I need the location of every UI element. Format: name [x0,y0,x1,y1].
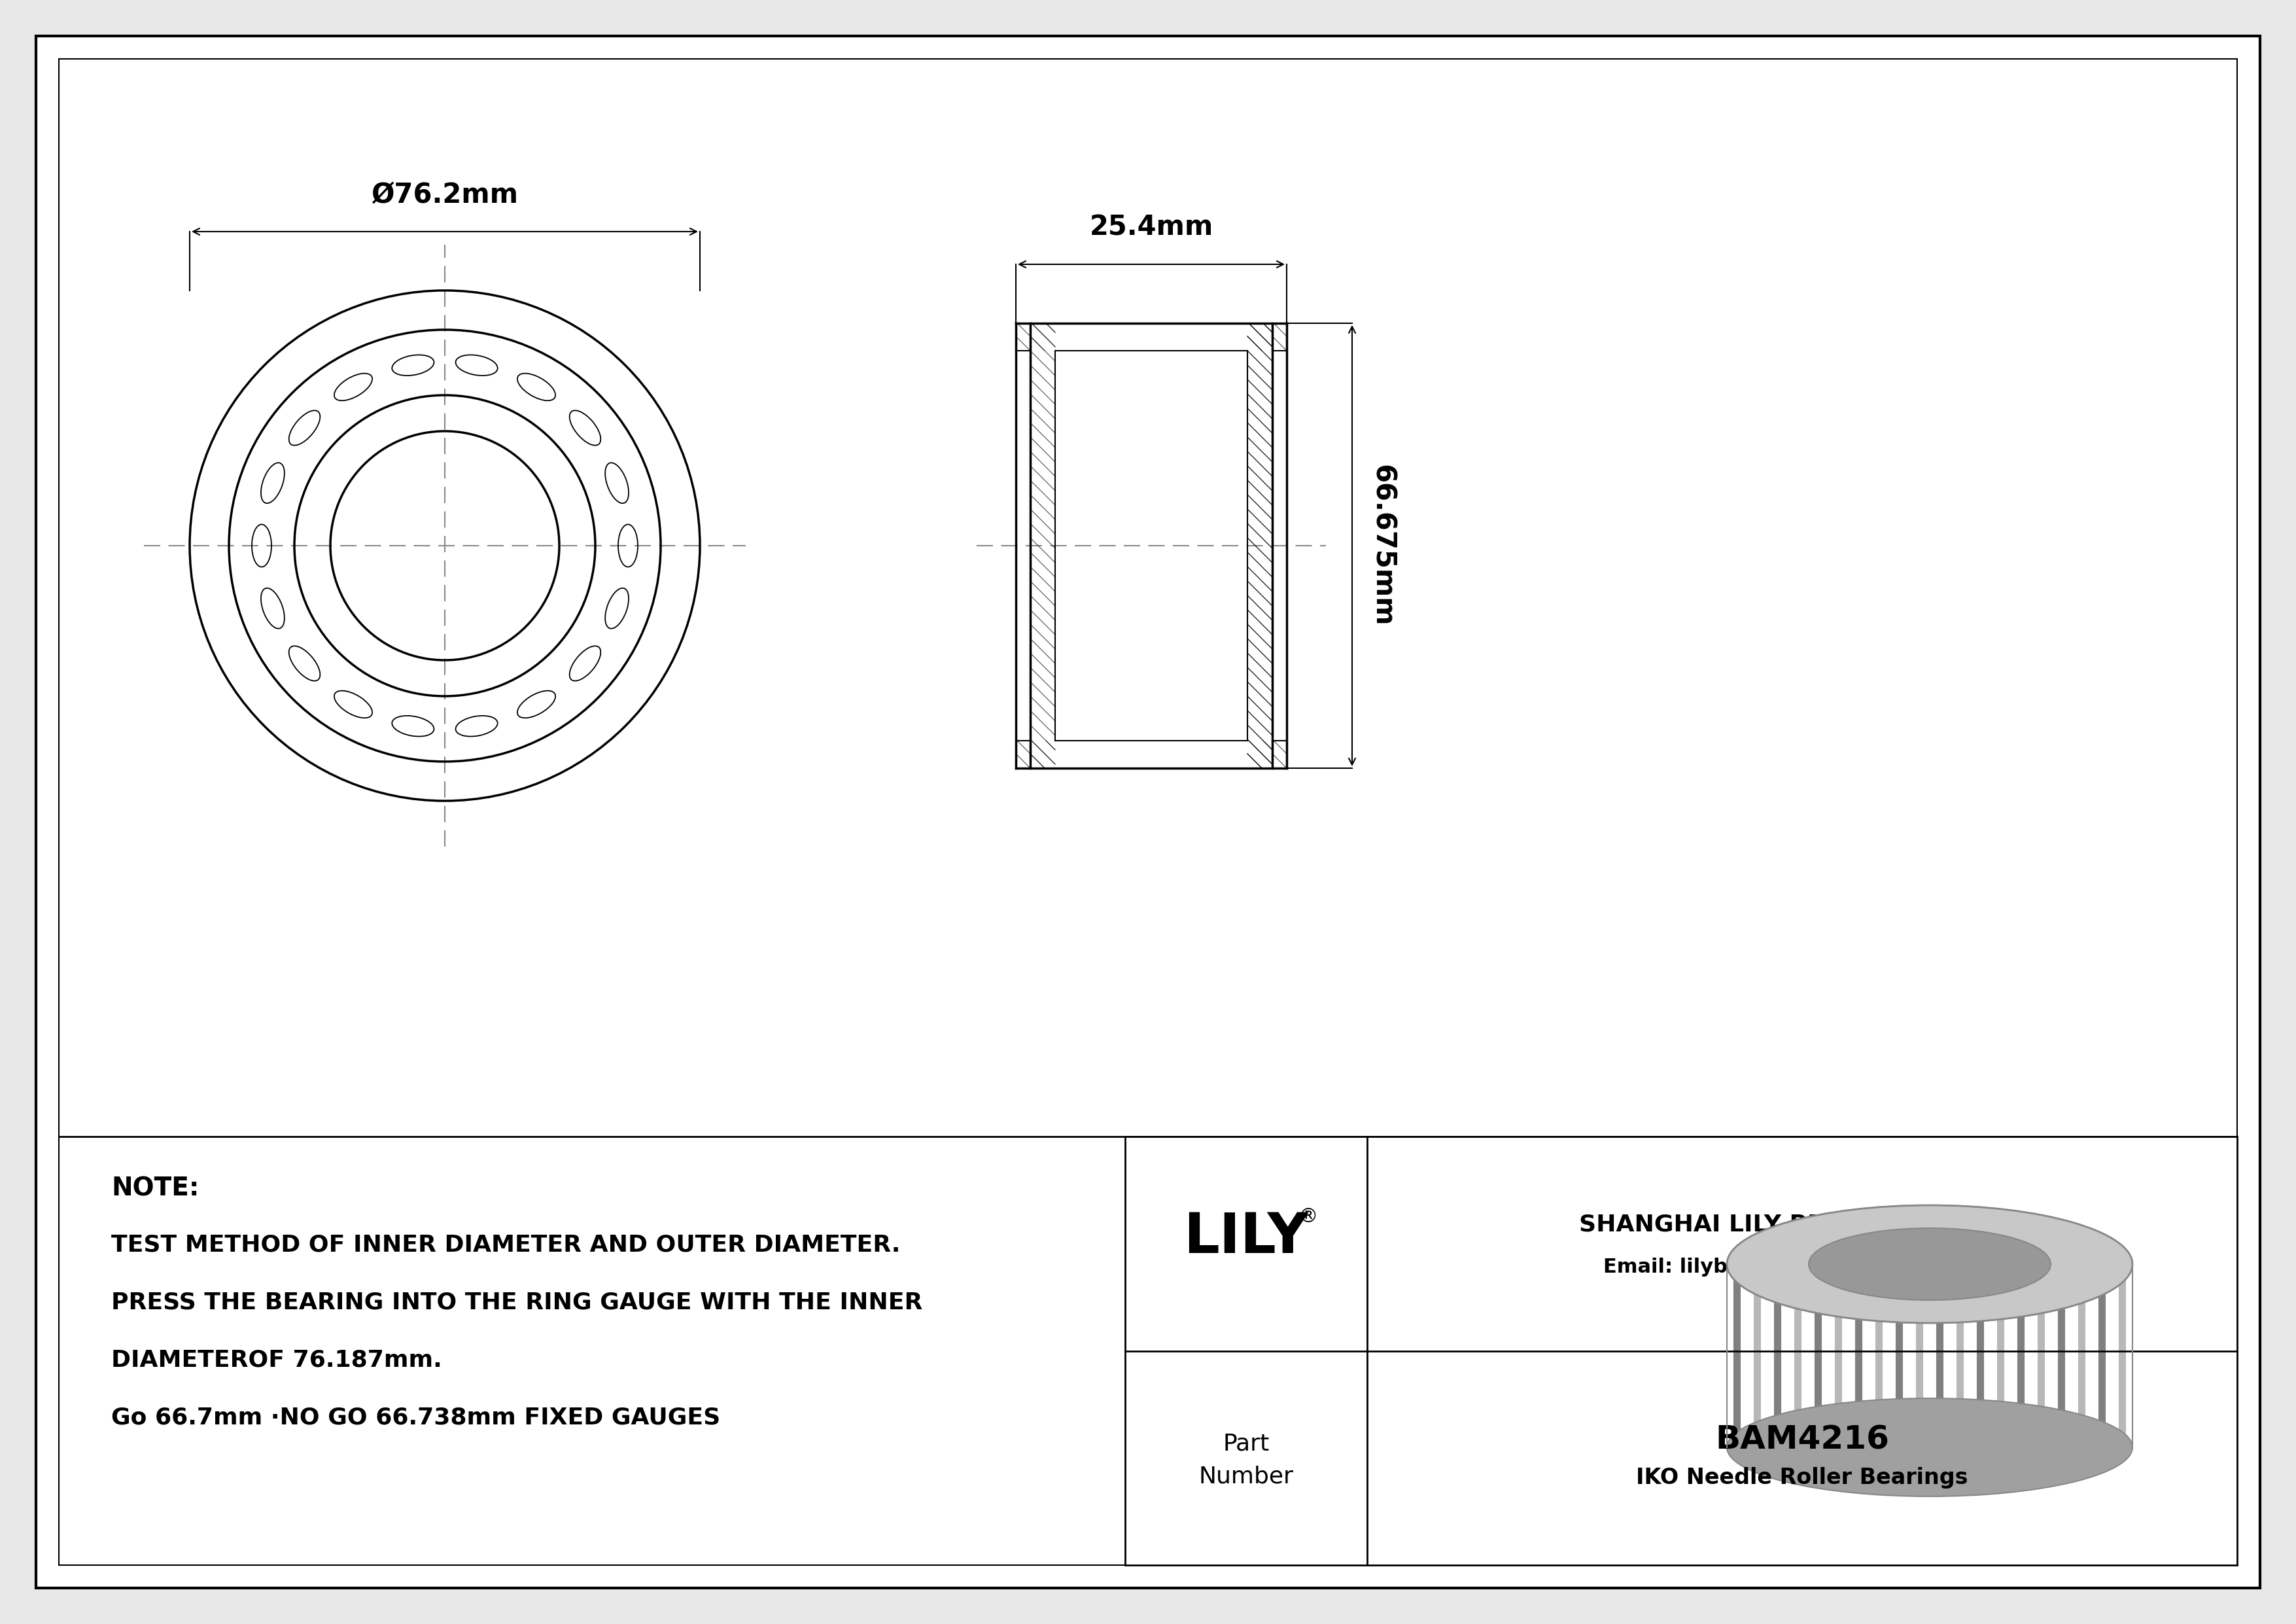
Text: Number: Number [1199,1465,1293,1488]
Text: NOTE:: NOTE: [110,1176,200,1200]
Ellipse shape [1727,1398,2133,1496]
Ellipse shape [1809,1228,2050,1301]
Text: PRESS THE BEARING INTO THE RING GAUGE WITH THE INNER: PRESS THE BEARING INTO THE RING GAUGE WI… [110,1291,923,1314]
Ellipse shape [1727,1205,2133,1324]
Text: IKO Needle Roller Bearings: IKO Needle Roller Bearings [1637,1466,1968,1489]
Text: TEST METHOD OF INNER DIAMETER AND OUTER DIAMETER.: TEST METHOD OF INNER DIAMETER AND OUTER … [110,1234,900,1255]
Bar [1125,1137,2236,1566]
Text: 25.4mm: 25.4mm [1088,214,1212,242]
Text: ®: ® [1297,1207,1318,1226]
Text: Email: lilybearing@lily-bearing.com: Email: lilybearing@lily-bearing.com [1603,1257,2002,1276]
Text: Go 66.7mm ·NO GO 66.738mm FIXED GAUGES: Go 66.7mm ·NO GO 66.738mm FIXED GAUGES [110,1406,721,1429]
Text: Part: Part [1224,1432,1270,1455]
Text: Ø76.2mm: Ø76.2mm [372,182,519,209]
Text: DIAMETEROF 76.187mm.: DIAMETEROF 76.187mm. [110,1350,443,1371]
Text: 66.675mm: 66.675mm [1368,464,1396,627]
Text: BAM4216: BAM4216 [1715,1424,1890,1455]
Text: LILY: LILY [1182,1210,1309,1265]
Text: SHANGHAI LILY BEARING LIMITED: SHANGHAI LILY BEARING LIMITED [1580,1213,2025,1236]
